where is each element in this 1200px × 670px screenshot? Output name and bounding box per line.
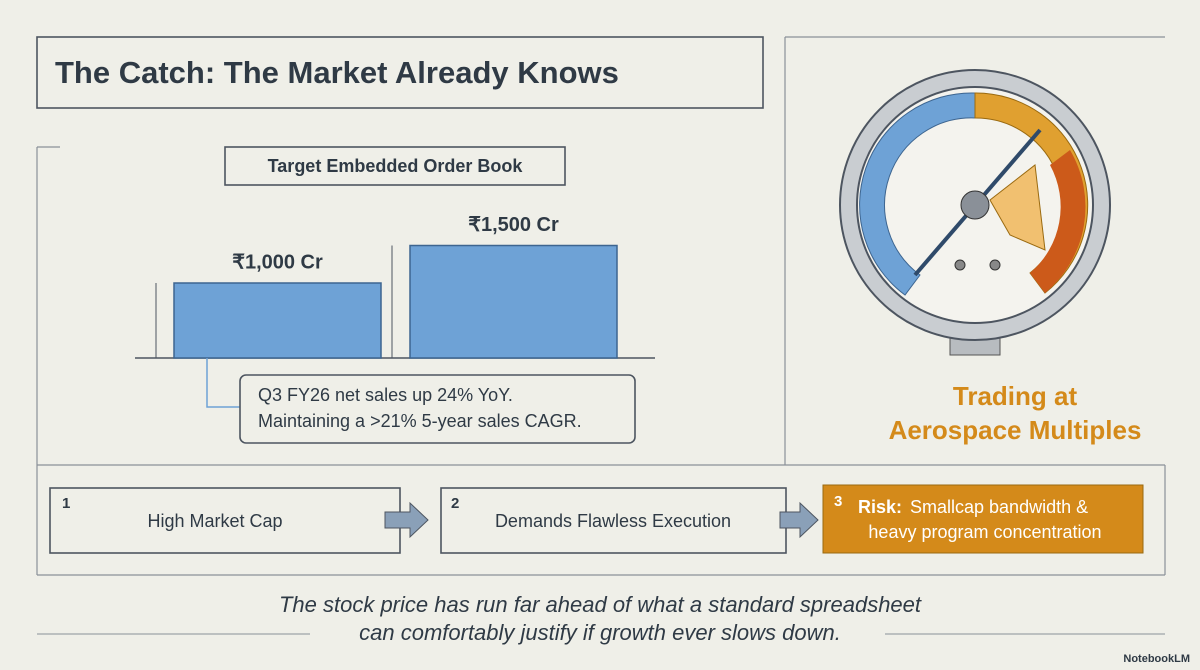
flow-text: Demands Flawless Execution	[495, 511, 731, 531]
title-box	[36, 36, 764, 109]
frame-lines	[36, 36, 1166, 576]
arrow	[384, 501, 429, 539]
flow-text: heavy program concentration	[868, 522, 1101, 542]
flow-text: Smallcap bandwidth &	[910, 497, 1088, 517]
value-label: ₹1,000 Cr	[232, 251, 323, 273]
flow-number: 3	[834, 493, 842, 510]
brand: NotebookLM	[1123, 653, 1190, 665]
flow-number: 1	[62, 495, 70, 512]
value-label: ₹1,500 Cr	[468, 214, 559, 236]
bars: ₹1,000 Cr ₹1,500 Cr	[155, 214, 618, 359]
flow-label: Risk:	[858, 497, 902, 517]
flow-text: High Market Cap	[147, 511, 282, 531]
connector	[206, 358, 240, 408]
arrow	[779, 501, 819, 539]
callout-box	[239, 374, 636, 444]
bar	[409, 244, 618, 359]
chart-title-box	[224, 146, 566, 186]
flow-number: 2	[451, 495, 459, 512]
gauge-label: Trading at	[953, 381, 1078, 411]
callout-line: Maintaining a >21% 5-year sales CAGR.	[258, 411, 582, 431]
chart-title: Target Embedded Order Book	[268, 156, 524, 176]
title: The Catch: The Market Already Knows	[55, 55, 619, 90]
gauge-label: Aerospace Multiples	[889, 415, 1142, 445]
callout-line: Q3 FY26 net sales up 24% YoY.	[258, 385, 513, 405]
bar	[173, 282, 382, 359]
caption: can comfortably justify if growth ever s…	[359, 620, 841, 645]
caption: The stock price has run far ahead of wha…	[279, 592, 922, 617]
gauge	[839, 69, 1111, 356]
flow-box-risk	[822, 484, 1144, 554]
